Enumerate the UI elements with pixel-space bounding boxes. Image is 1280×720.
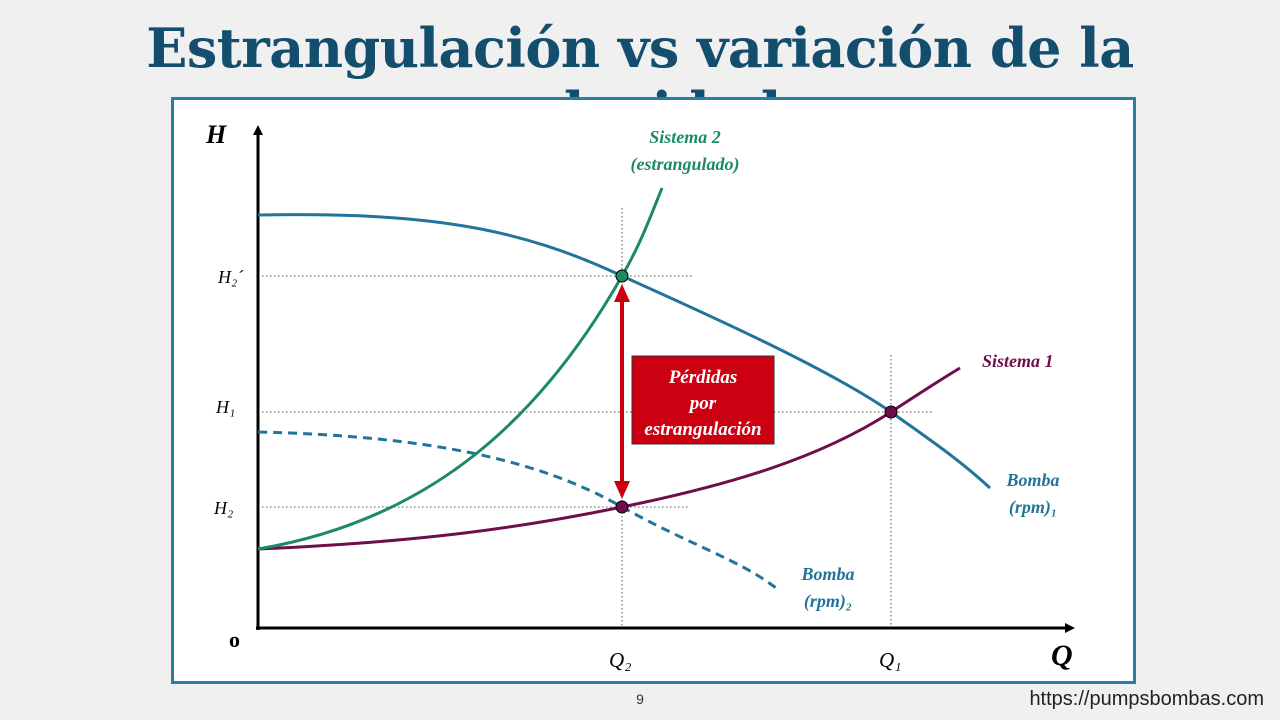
operating-point-h2-prime bbox=[615, 269, 629, 283]
sistema2-label-line1: Sistema 2 bbox=[649, 127, 721, 147]
sistema2-label-line2: (estrangulado) bbox=[630, 154, 739, 175]
bomba2-label-line1: Bomba bbox=[800, 564, 854, 584]
sistema1-curve bbox=[257, 366, 961, 551]
bomba1-label-line1: Bomba bbox=[1005, 470, 1059, 490]
losses-label-line3: estrangulación bbox=[644, 419, 761, 440]
bomba-rpm2-curve bbox=[257, 430, 777, 590]
tick-h2-prime: H₂´ bbox=[217, 267, 244, 287]
operating-point-h2 bbox=[615, 500, 629, 514]
bomba1-label-line2: (rpm)₁ bbox=[1009, 497, 1057, 518]
bomba2-label-line2: (rpm)₂ bbox=[804, 591, 852, 612]
losses-arrow bbox=[614, 284, 630, 499]
site-url-link[interactable]: https://pumpsbombas.com bbox=[1029, 688, 1264, 710]
tick-q1: Q₁ bbox=[879, 648, 901, 672]
x-axis-label: Q bbox=[1051, 639, 1073, 672]
bomba-rpm1-curve bbox=[257, 213, 992, 490]
losses-label-line2: por bbox=[688, 393, 717, 414]
tick-q2: Q₂ bbox=[609, 648, 631, 672]
origin-label: o bbox=[229, 627, 240, 652]
page-number: 9 bbox=[636, 691, 644, 707]
diagram-frame bbox=[171, 97, 1136, 684]
y-axis-label: H bbox=[205, 120, 227, 149]
operating-point-h1 bbox=[884, 405, 898, 419]
tick-h1: H₁ bbox=[215, 397, 235, 417]
sistema2-curve bbox=[257, 187, 664, 551]
losses-label-line1: Pérdidas bbox=[668, 367, 738, 388]
sistema1-label: Sistema 1 bbox=[982, 351, 1054, 371]
tick-h2: H₂ bbox=[213, 498, 233, 518]
losses-box bbox=[631, 355, 775, 445]
